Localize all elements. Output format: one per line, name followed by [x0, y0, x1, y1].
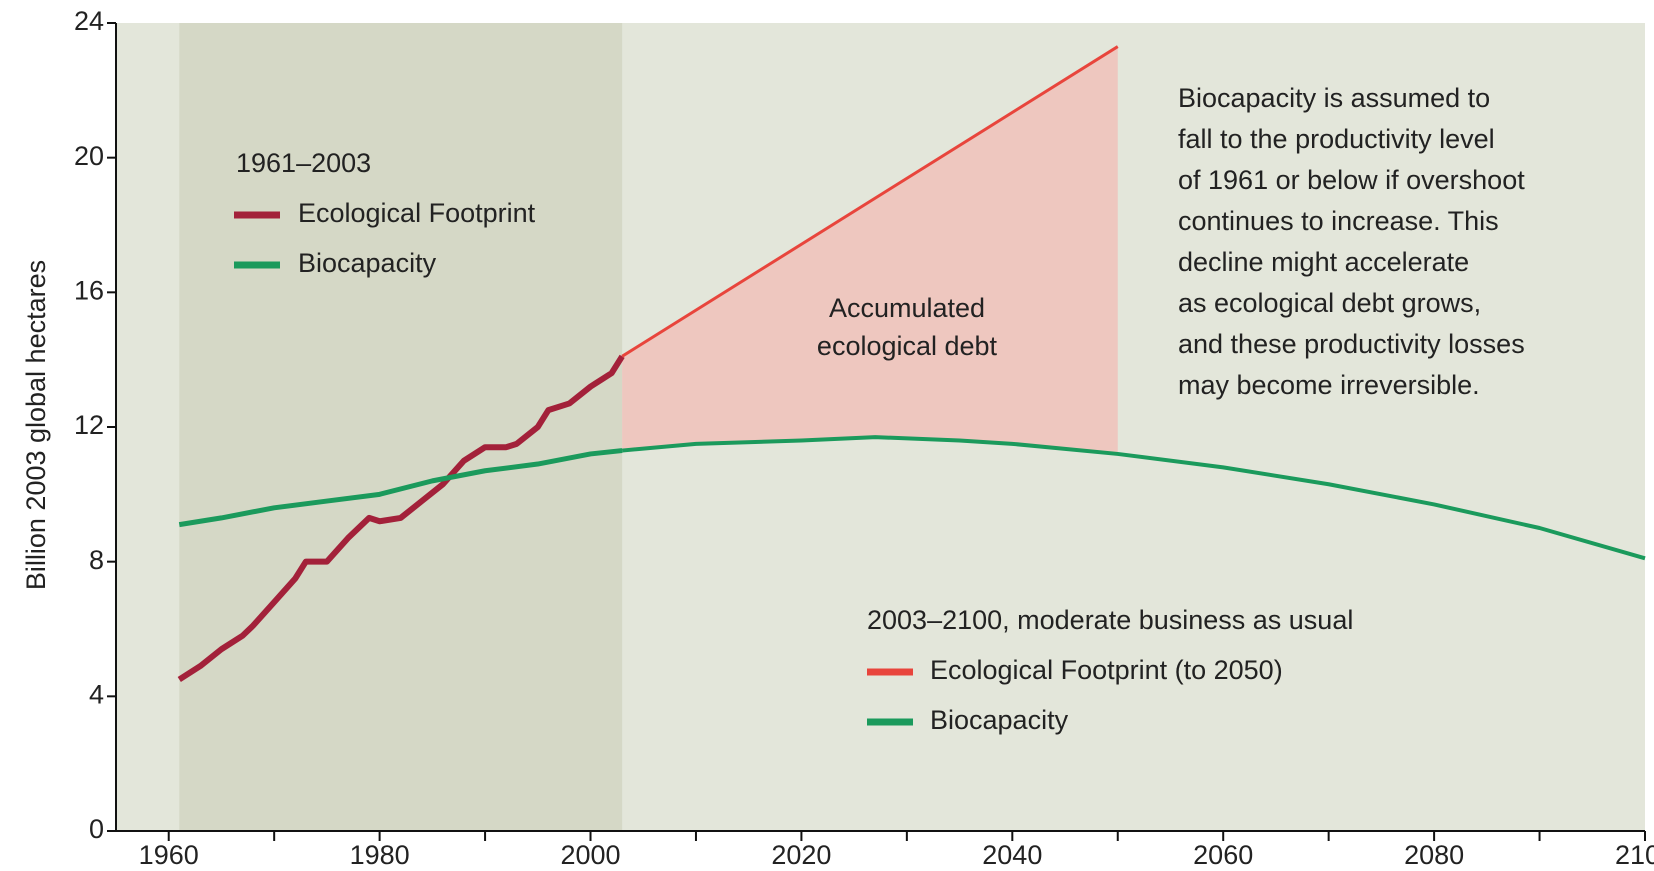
x-tick-label: 1960	[139, 840, 199, 870]
y-tick-label: 16	[74, 275, 104, 305]
y-tick-label: 20	[74, 141, 104, 171]
legend-label: Ecological Footprint	[298, 198, 536, 228]
y-tick-label: 12	[74, 410, 104, 440]
note-text: decline might accelerate	[1178, 247, 1469, 277]
x-tick-label: 2040	[982, 840, 1042, 870]
note-text: may become irreversible.	[1178, 370, 1480, 400]
series-line	[621, 435, 1646, 561]
series-line	[178, 448, 623, 528]
series-line	[177, 354, 625, 683]
x-tick-label: 2100	[1615, 840, 1654, 870]
y-tick-label: 24	[74, 6, 104, 36]
x-tick-label: 2060	[1193, 840, 1253, 870]
note-text: of 1961 or below if overshoot	[1178, 165, 1525, 195]
legend-label: Biocapacity	[298, 248, 437, 278]
x-tick-label: 2080	[1404, 840, 1464, 870]
y-tick-label: 4	[89, 679, 104, 709]
legend-title: 2003–2100, moderate business as usual	[867, 605, 1353, 635]
note-text: and these productivity losses	[1178, 329, 1525, 359]
y-axis-label: Billion 2003 global hectares	[21, 260, 51, 590]
note-text: as ecological debt grows,	[1178, 288, 1481, 318]
x-tick-label: 2020	[771, 840, 831, 870]
debt-area	[622, 46, 1118, 454]
x-tick-label: 2000	[560, 840, 620, 870]
note-text: fall to the productivity level	[1178, 124, 1495, 154]
x-tick-label: 1980	[350, 840, 410, 870]
y-tick-label: 8	[89, 545, 104, 575]
historical-period	[179, 23, 623, 831]
y-tick-label: 0	[89, 814, 104, 844]
legend-label: Biocapacity	[930, 705, 1069, 735]
debt-annotation: ecological debt	[817, 331, 998, 361]
note-text: Biocapacity is assumed to	[1178, 83, 1490, 113]
series-line	[621, 45, 1119, 358]
note-text: continues to increase. This	[1178, 206, 1499, 236]
legend-title: 1961–2003	[236, 148, 371, 178]
debt-annotation: Accumulated	[829, 293, 985, 323]
legend-label: Ecological Footprint (to 2050)	[930, 655, 1283, 685]
